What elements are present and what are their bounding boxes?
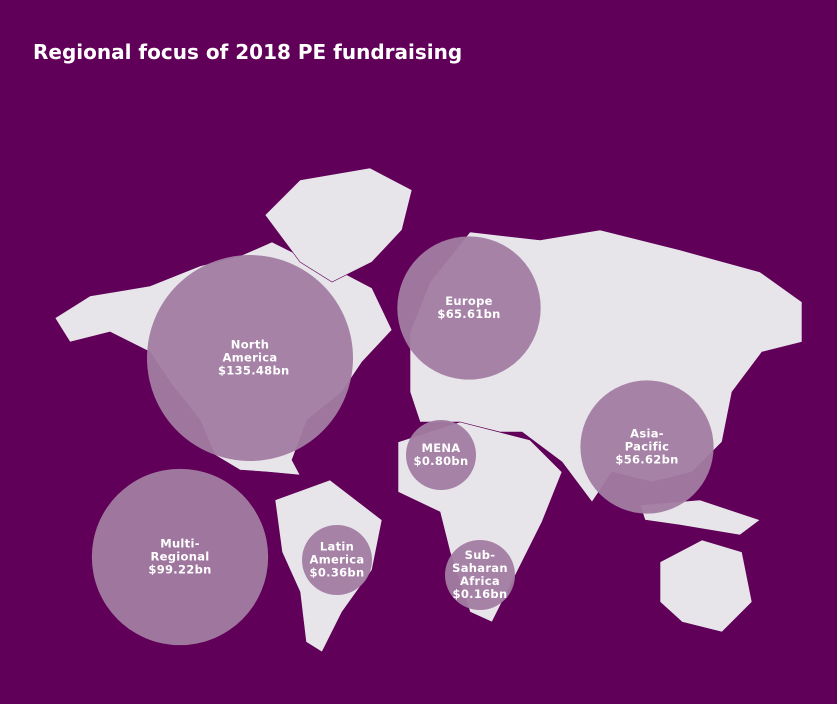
bubble <box>302 525 372 595</box>
australia-land <box>659 539 753 633</box>
value-label: $0.16bn <box>452 587 508 601</box>
chart-title: Regional focus of 2018 PE fundraising <box>33 40 463 64</box>
region-name: Europe <box>445 294 493 308</box>
bubble-label: Europe $65.61bn <box>437 295 501 321</box>
bubble-label: Asia-Pacific $56.62bn <box>615 426 679 467</box>
bubble <box>146 254 354 462</box>
bubble-label: Multi-Regional $99.22bn <box>148 536 212 577</box>
bubble <box>580 380 714 514</box>
value-label: $65.61bn <box>437 307 501 321</box>
region-name: Multi-Regional <box>150 536 210 564</box>
value-label: $135.48bn <box>218 363 290 378</box>
bubble-label: Sub-Saharan Africa $0.16bn <box>448 549 512 601</box>
bubble <box>91 468 269 646</box>
bubble-label: North America $135.48bn <box>218 337 290 378</box>
bubble-label: Latin America $0.36bn <box>305 539 369 580</box>
bubble <box>397 236 541 380</box>
region-name: Asia-Pacific <box>624 426 670 454</box>
bubble-label: MENA $0.80bn <box>409 442 473 468</box>
value-label: $0.36bn <box>309 565 365 580</box>
bubble <box>406 420 476 490</box>
bubble <box>445 540 515 610</box>
greenland-land <box>264 167 413 283</box>
value-label: $0.80bn <box>413 454 469 468</box>
region-name: Sub-Saharan Africa <box>452 548 508 588</box>
region-name: North America <box>222 337 278 365</box>
value-label: $56.62bn <box>615 452 679 467</box>
region-name: MENA <box>421 441 461 455</box>
region-name: Latin America <box>309 539 365 567</box>
value-label: $99.22bn <box>148 562 212 577</box>
